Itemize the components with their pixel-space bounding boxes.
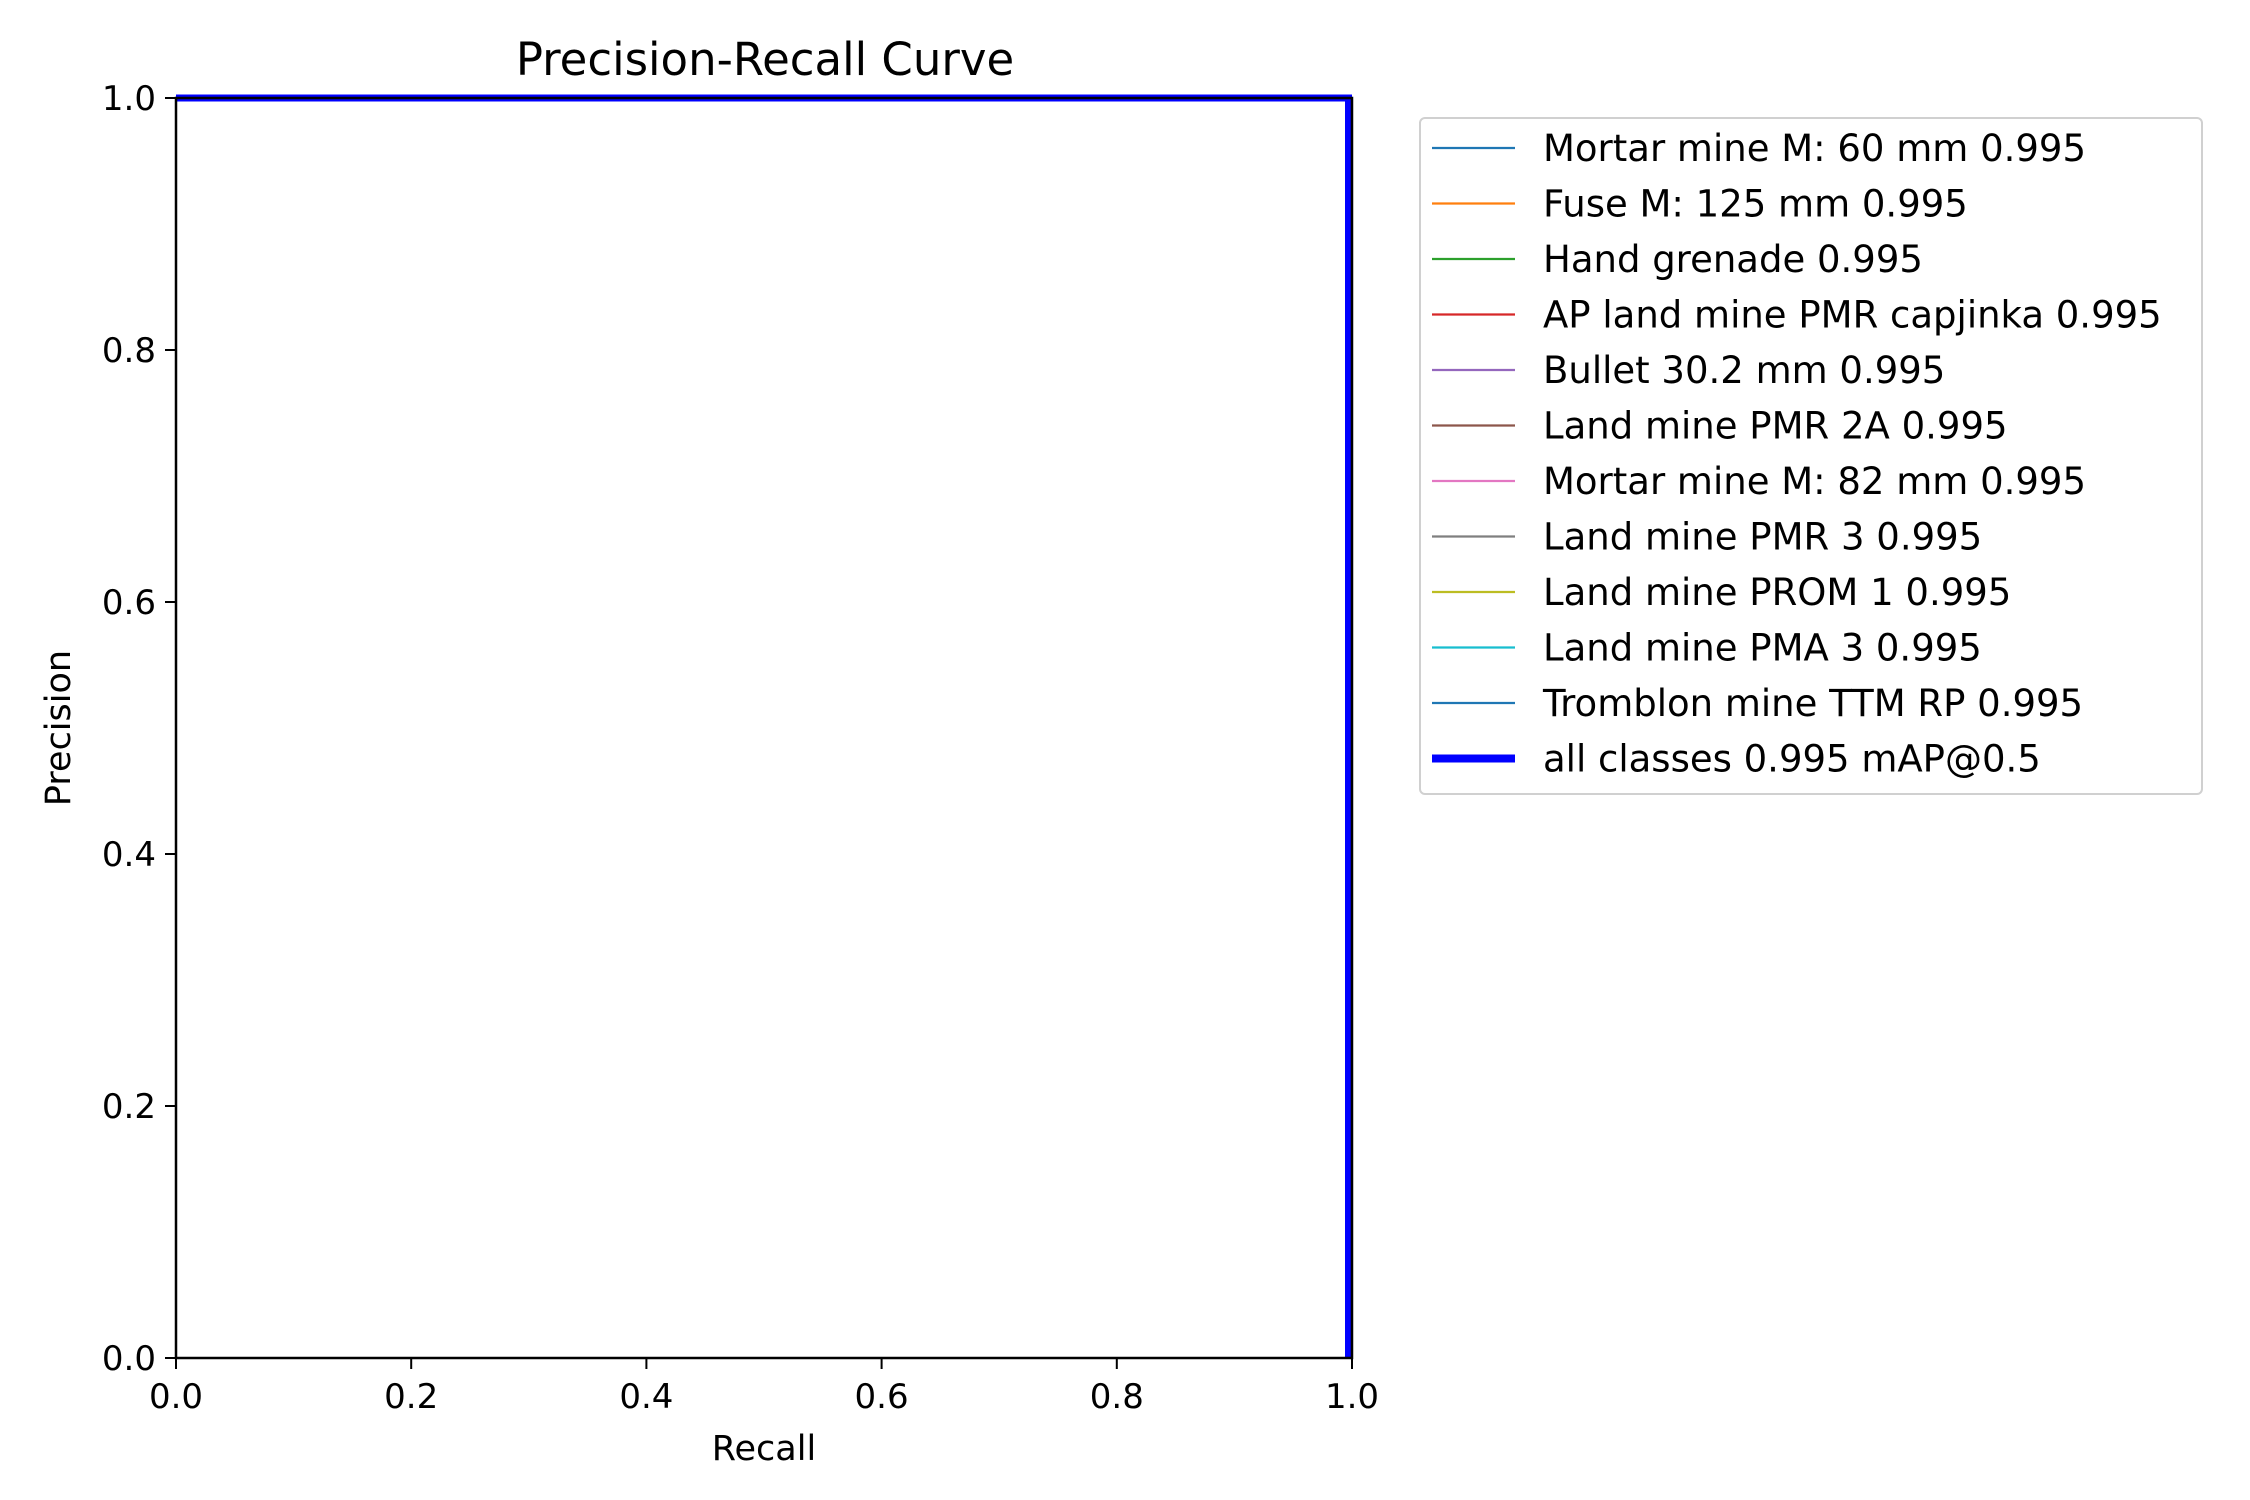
x-tick-label: 0.0 xyxy=(149,1377,203,1417)
legend-label-4: AP land mine PMR capjinka 0.995 xyxy=(1543,294,2162,337)
legend-label-2: Fuse M: 125 mm 0.995 xyxy=(1543,183,1968,226)
legend-label-8: Land mine PMR 3 0.995 xyxy=(1543,516,1982,559)
x-tick-label: 0.6 xyxy=(855,1377,909,1417)
series-line-6 xyxy=(176,97,1353,1358)
series-line-3 xyxy=(176,97,1353,1358)
x-tick-label: 0.2 xyxy=(384,1377,438,1417)
legend-label-11: Tromblon mine TTM RP 0.995 xyxy=(1542,682,2083,725)
series-line-1 xyxy=(176,97,1353,1358)
legend-label-9: Land mine PROM 1 0.995 xyxy=(1543,571,2011,614)
x-tick-label: 0.8 xyxy=(1090,1377,1144,1417)
y-tick-label: 1.0 xyxy=(102,79,156,119)
chart-title: Precision-Recall Curve xyxy=(516,33,1014,86)
legend-label-3: Hand grenade 0.995 xyxy=(1543,238,1923,281)
legend-label-7: Mortar mine M: 82 mm 0.995 xyxy=(1543,460,2086,503)
series-line-2 xyxy=(176,97,1353,1358)
y-tick-label: 0.2 xyxy=(102,1087,156,1127)
plot-frame xyxy=(174,96,1354,1360)
legend-label-1: Mortar mine M: 60 mm 0.995 xyxy=(1543,127,2086,170)
series-layer xyxy=(176,94,1353,1358)
series-line-9 xyxy=(176,97,1353,1358)
y-tick-label: 0.0 xyxy=(102,1339,156,1379)
series-line-10 xyxy=(176,97,1353,1358)
series-line-8 xyxy=(176,97,1353,1358)
legend-label-10: Land mine PMA 3 0.995 xyxy=(1543,627,1982,670)
y-tick-label: 0.6 xyxy=(102,583,156,623)
series-line-4 xyxy=(176,97,1353,1358)
legend-label-6: Land mine PMR 2A 0.995 xyxy=(1543,405,2008,448)
x-tick-label: 0.4 xyxy=(619,1377,673,1417)
x-tick-label: 1.0 xyxy=(1325,1377,1379,1417)
y-axis: 0.0 0.2 0.4 0.6 0.8 1.0 xyxy=(102,79,176,1379)
x-axis-title: Recall xyxy=(712,1429,816,1469)
series-line-12 xyxy=(176,94,1352,1358)
y-tick-label: 0.8 xyxy=(102,331,156,371)
y-tick-label: 0.4 xyxy=(102,835,156,875)
series-line-5 xyxy=(176,97,1353,1358)
series-line-7 xyxy=(176,97,1353,1358)
legend: Mortar mine M: 60 mm 0.995 Fuse M: 125 mm… xyxy=(1419,117,2203,795)
legend-box xyxy=(1419,117,2203,795)
series-line-11 xyxy=(176,97,1353,1358)
y-axis-title: Precision xyxy=(39,650,79,806)
x-axis: 0.0 0.2 0.4 0.6 0.8 1.0 xyxy=(149,1358,1379,1417)
legend-label-12: all classes 0.995 mAP@0.5 xyxy=(1543,738,2041,781)
legend-label-5: Bullet 30.2 mm 0.995 xyxy=(1543,349,1945,392)
